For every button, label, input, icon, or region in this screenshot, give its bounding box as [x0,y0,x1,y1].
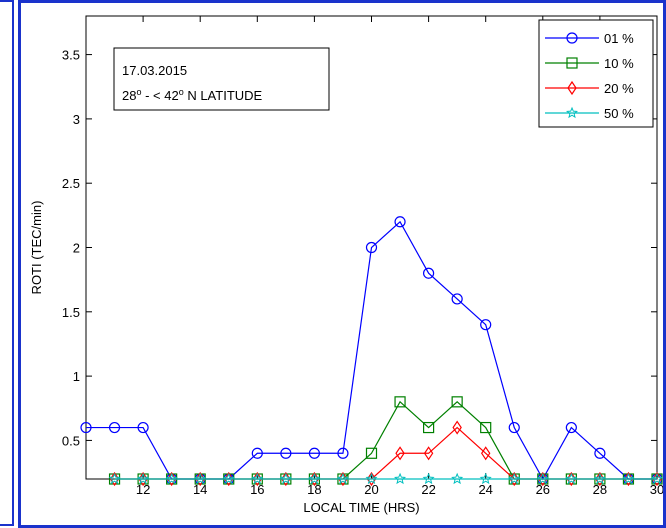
data-point [251,447,263,459]
data-point [108,421,121,434]
y-tick-label: 1 [73,369,80,384]
legend-label: 20 % [604,81,634,96]
x-axis-label: LOCAL TIME (HRS) [303,500,419,515]
y-tick-label: 2 [73,241,80,256]
data-point [108,472,121,485]
data-point [279,472,292,485]
annotation-box [113,47,330,111]
data-point [251,472,264,485]
data-point [480,319,492,331]
data-point [622,472,635,485]
data-point [567,80,577,96]
y-tick-label: 3 [73,112,80,127]
data-point [395,446,405,461]
legend-item: 20 % [545,80,634,96]
data-point [394,396,406,408]
annotation-latitude: 28o - < 42o N LATITUDE [122,87,263,103]
data-point [394,472,407,485]
data-point [423,421,435,434]
data-point [308,447,320,459]
data-point [451,472,464,485]
x-tick-label: 24 [478,482,492,497]
data-point [508,421,520,434]
data-point [565,421,577,434]
data-point [336,472,349,485]
x-tick-label: 16 [250,482,264,497]
data-point [308,472,321,485]
y-tick-label: 3.5 [62,48,80,63]
y-axis-label: ROTI (TEC/min) [29,201,44,295]
x-tick-label: 20 [364,482,378,497]
data-point [365,241,378,254]
legend-label: 01 % [604,31,634,46]
x-tick-label: 14 [193,482,207,497]
data-point [479,472,492,485]
data-point [137,472,150,485]
roti-line-chart: 12 14 16 18 20 22 24 26 28 30 0.5 1 1.5 2 2.5 3 3.5 LOCAL… [29,15,663,515]
data-point [365,447,378,459]
data-point [394,216,406,228]
series-4 [108,472,663,485]
left-window-edge [0,0,14,526]
data-point [651,472,663,485]
x-tick-label: 28 [593,482,607,497]
data-point [222,472,235,485]
data-point [80,421,92,434]
data-point [565,472,578,485]
data-point [480,446,491,461]
data-point [508,472,521,485]
x-tick-label: 12 [136,482,150,497]
legend-item: 10 % [545,56,634,71]
x-tick-label: 18 [307,482,321,497]
data-point [365,472,378,485]
x-tick-label: 22 [421,482,435,497]
legend-box [538,19,654,128]
data-point [423,267,435,279]
legend-item: 01 % [545,31,634,46]
y-tick-label: 0.5 [62,433,80,448]
legend-label: 10 % [604,56,634,71]
figure-window: 12 14 16 18 20 22 24 26 28 30 0.5 1 1.5 2 2.5 3 3.5 LOCAL… [18,0,666,528]
data-point [593,472,606,485]
y-tick-label: 2.5 [62,176,80,191]
data-point [566,57,578,69]
data-point [165,472,178,485]
legend-label: 50 % [604,106,634,121]
x-tick-label: 26 [536,482,550,497]
data-point [423,446,434,461]
data-point [194,472,207,485]
legend-item: 50 % [545,106,634,121]
data-point [451,396,463,408]
data-point [280,447,292,459]
data-point [566,106,578,119]
data-point [137,421,149,434]
data-point [451,293,463,305]
data-point [480,421,492,434]
y-tick-label: 1.5 [62,305,80,320]
data-point [452,420,462,435]
data-point [422,472,435,485]
data-point [536,472,549,485]
data-point [566,32,578,44]
data-point [594,447,606,459]
data-point [337,447,349,459]
annotation-date: 17.03.2015 [122,63,187,78]
x-tick-label: 30 [650,482,663,497]
